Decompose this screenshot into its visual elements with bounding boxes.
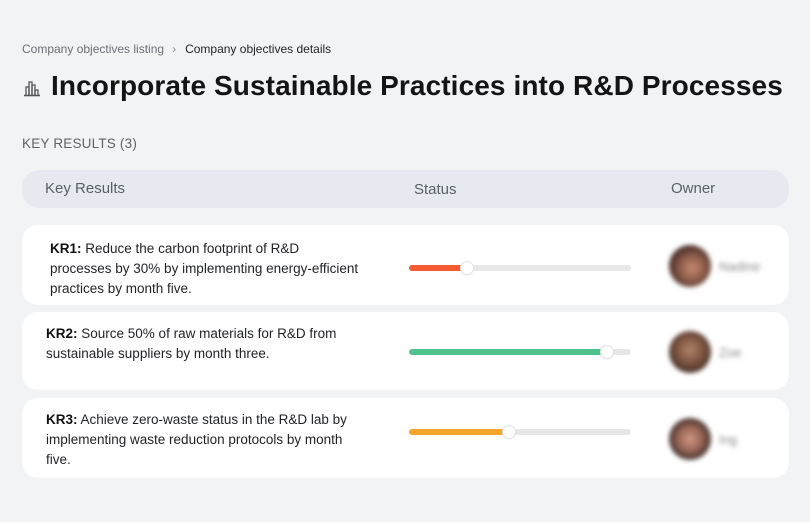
progress-slider[interactable] (409, 346, 631, 358)
key-result-description: KR1: Reduce the carbon footprint of R&D … (50, 239, 360, 299)
progress-handle[interactable] (600, 346, 613, 358)
owner-name: Nadine (719, 258, 761, 274)
breadcrumb-current-page: Company objectives details (185, 42, 332, 56)
breadcrumb: Company objectives listing › Company obj… (22, 42, 331, 56)
key-result-description: KR2: Source 50% of raw materials for R&D… (46, 324, 356, 364)
progress-slider[interactable] (409, 426, 631, 438)
progress-handle[interactable] (502, 426, 515, 438)
table-header: Key Results Status Owner (22, 170, 789, 208)
breadcrumb-link-objectives-listing[interactable]: Company objectives listing (22, 42, 165, 56)
page-title: Incorporate Sustainable Practices into R… (51, 70, 783, 101)
buildings-icon (22, 78, 42, 98)
owner-name: Ing (719, 431, 738, 447)
key-result-id: KR2: (46, 326, 78, 341)
owner[interactable]: Zoe (669, 331, 741, 373)
owner-avatar (669, 418, 711, 460)
progress-slider[interactable] (409, 262, 631, 274)
chevron-right-icon: › (172, 42, 177, 56)
key-result-text: Reduce the carbon footprint of R&D proce… (50, 241, 359, 296)
column-header-key-results: Key Results (45, 180, 126, 197)
key-result-text: Achieve zero-waste status in the R&D lab… (46, 412, 347, 467)
key-results-count-label: KEY RESULTS (3) (22, 136, 138, 151)
column-header-owner: Owner (671, 180, 716, 197)
owner-avatar (669, 331, 711, 373)
key-result-description: KR3: Achieve zero-waste status in the R&… (46, 410, 356, 470)
key-result-row[interactable]: KR2: Source 50% of raw materials for R&D… (22, 312, 789, 390)
key-result-id: KR3: (46, 412, 78, 427)
objective-header: Incorporate Sustainable Practices into R… (22, 70, 783, 102)
key-result-row[interactable]: KR1: Reduce the carbon footprint of R&D … (22, 225, 789, 305)
key-result-id: KR1: (50, 241, 82, 256)
progress-fill (409, 429, 509, 435)
progress-handle[interactable] (460, 262, 473, 274)
owner[interactable]: Ing (669, 418, 737, 460)
owner[interactable]: Nadine (669, 245, 760, 287)
owner-name: Zoe (719, 344, 742, 360)
progress-fill (409, 349, 607, 355)
column-header-status: Status (414, 181, 457, 198)
key-result-row[interactable]: KR3: Achieve zero-waste status in the R&… (22, 398, 789, 478)
key-result-text: Source 50% of raw materials for R&D from… (46, 326, 337, 361)
owner-avatar (669, 245, 711, 287)
progress-fill (409, 265, 467, 271)
